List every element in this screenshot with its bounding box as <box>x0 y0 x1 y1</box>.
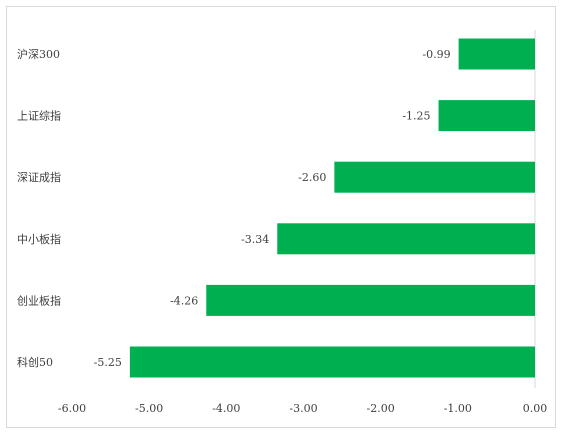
bar <box>458 38 535 70</box>
bar <box>129 346 535 378</box>
x-tick-label: -1.00 <box>444 402 472 415</box>
bar <box>206 284 535 316</box>
chart-frame <box>6 6 556 428</box>
x-tick-label: -5.00 <box>135 402 163 415</box>
bar <box>438 100 535 132</box>
data-label: -5.25 <box>94 356 122 369</box>
data-label: -0.99 <box>422 48 450 61</box>
data-label: -3.34 <box>241 233 269 246</box>
x-tick-label: -3.00 <box>289 402 317 415</box>
category-label: 上证综指 <box>17 109 61 123</box>
data-label: -1.25 <box>402 110 430 123</box>
category-label: 沪深300 <box>17 47 60 61</box>
data-label: -4.26 <box>170 294 198 307</box>
bar <box>334 161 535 193</box>
x-tick-label: -4.00 <box>212 402 240 415</box>
category-label: 创业板指 <box>17 293 61 307</box>
category-label: 中小板指 <box>17 232 61 246</box>
category-label: 深证成指 <box>17 170 61 184</box>
x-tick-label: -2.00 <box>367 402 395 415</box>
x-tick-label: 0.00 <box>523 402 548 415</box>
bar <box>277 223 535 255</box>
category-label: 科创50 <box>17 355 53 369</box>
data-label: -2.60 <box>298 171 326 184</box>
x-tick-label: -6.00 <box>58 402 86 415</box>
